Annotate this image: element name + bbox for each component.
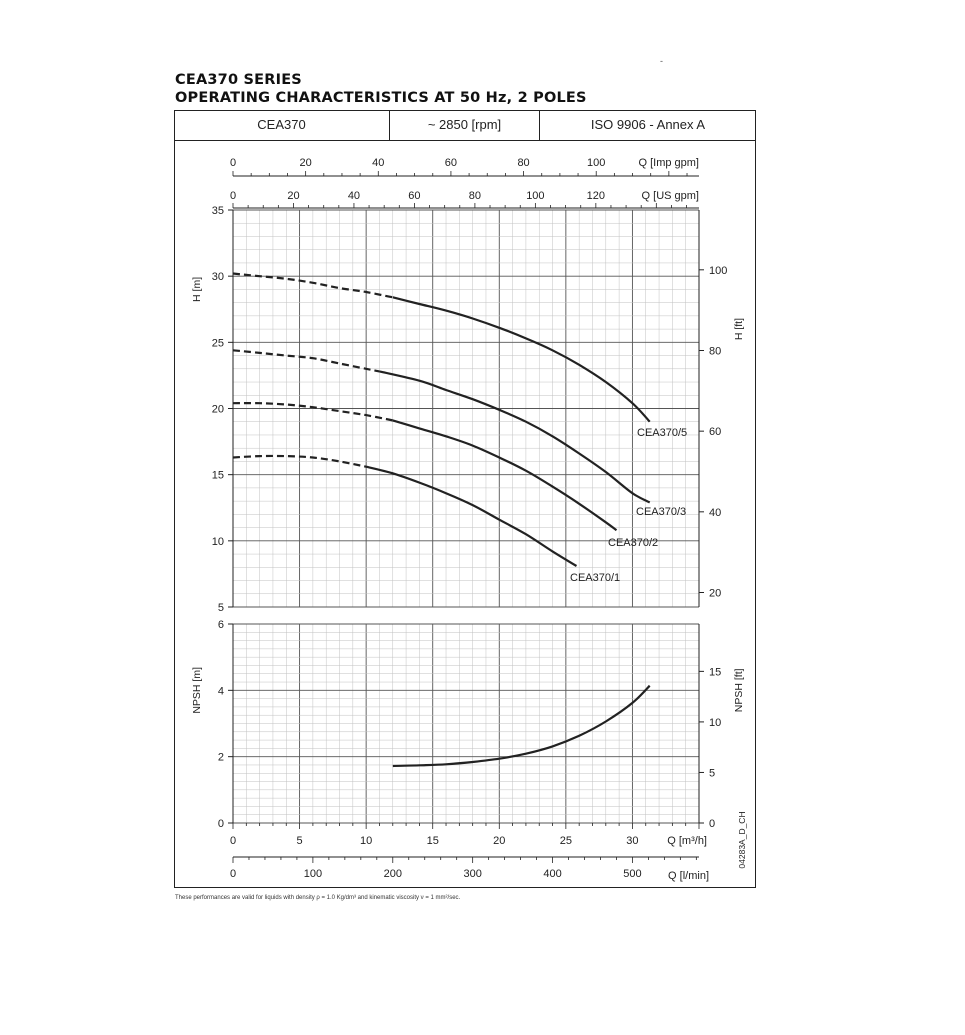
chart-frame <box>174 110 756 888</box>
head-ylabel: H [m] <box>191 277 203 302</box>
npsh-ylabel: NPSH [m] <box>191 667 203 714</box>
head-ft-tick-label: 100 <box>709 265 727 277</box>
model-cell: CEA370 <box>174 110 390 140</box>
curve-cea370-1-dashed <box>232 454 367 468</box>
header-table: CEA370 ~ 2850 [rpm] ISO 9906 - Annex A <box>174 110 756 141</box>
imp-gpm-tick-label: 0 <box>230 157 236 169</box>
npsh-ylabel-right: NPSH [ft] <box>733 668 745 712</box>
imp-gpm-tick-label: 80 <box>517 157 529 169</box>
head-ytick-label: 35 <box>212 205 224 217</box>
us-gpm-tick-label: 60 <box>408 190 420 202</box>
lmin-tick-label: 200 <box>384 868 402 880</box>
m3h-tick-label: 10 <box>360 835 372 847</box>
lmin-tick-label: 400 <box>543 868 561 880</box>
npsh-ft-tick-label: 5 <box>709 767 715 779</box>
m3h-tick-label: 0 <box>230 835 236 847</box>
npsh-ytick-label: 4 <box>218 685 224 697</box>
imp-gpm-axis-label: Q [Imp gpm] <box>638 157 699 169</box>
imp-gpm-tick-label: 60 <box>445 157 457 169</box>
npsh-ytick-label: 2 <box>218 752 224 764</box>
curve-npsh <box>392 684 651 768</box>
curve-cea370-3-dashed <box>232 349 380 373</box>
us-gpm-tick-label: 120 <box>587 190 605 202</box>
standard-cell: ISO 9906 - Annex A <box>590 117 706 132</box>
curve-label-cea370-3: CEA370/3 <box>636 506 686 518</box>
imp-gpm-tick-label: 100 <box>587 157 605 169</box>
head-ft-tick-label: 80 <box>709 345 721 357</box>
corner-mark: - <box>660 56 663 66</box>
npsh-ft-tick-label: 10 <box>709 717 721 729</box>
npsh-ft-tick-label: 0 <box>709 818 715 830</box>
us-gpm-axis-label: Q [US gpm] <box>642 190 699 202</box>
npsh-ytick-label: 6 <box>218 619 224 631</box>
m3h-tick-label: 15 <box>427 835 439 847</box>
lmin-axis-label: Q [l/min] <box>668 870 709 882</box>
lmin-tick-label: 100 <box>304 868 322 880</box>
head-ytick-label: 30 <box>212 271 224 283</box>
head-ft-tick-label: 20 <box>709 587 721 599</box>
curve-cea370-1-solid <box>365 465 578 567</box>
curve-cea370-5-dashed <box>232 272 393 299</box>
curve-label-cea370-5: CEA370/5 <box>637 427 687 439</box>
head-ylabel-right: H [ft] <box>733 318 745 340</box>
npsh-ft-tick-label: 15 <box>709 666 721 678</box>
curve-cea370-3-solid <box>379 370 651 504</box>
m3h-tick-label: 20 <box>493 835 505 847</box>
us-gpm-tick-label: 0 <box>230 190 236 202</box>
head-ft-tick-label: 40 <box>709 507 721 519</box>
head-ft-tick-label: 60 <box>709 426 721 438</box>
footnote: These performances are valid for liquids… <box>175 895 461 901</box>
speed-cell: ~ 2850 [rpm] <box>390 110 540 140</box>
imp-gpm-tick-label: 40 <box>372 157 384 169</box>
curve-label-cea370-1: CEA370/1 <box>570 572 620 584</box>
m3h-axis-label: Q [m³/h] <box>667 835 707 847</box>
us-gpm-tick-label: 100 <box>526 190 544 202</box>
head-ytick-label: 10 <box>212 536 224 548</box>
curve-cea370-2-solid <box>392 419 618 532</box>
head-ytick-label: 20 <box>212 404 224 416</box>
m3h-tick-label: 25 <box>560 835 572 847</box>
us-gpm-tick-label: 40 <box>348 190 360 202</box>
head-ytick-label: 25 <box>212 337 224 349</box>
us-gpm-tick-label: 20 <box>287 190 299 202</box>
drawing-code: 04283A_D_CH <box>737 811 747 868</box>
npsh-ytick-label: 0 <box>218 818 224 830</box>
operating-title: OPERATING CHARACTERISTICS AT 50 Hz, 2 PO… <box>175 90 587 106</box>
head-ytick-label: 5 <box>218 602 224 614</box>
lmin-tick-label: 500 <box>623 868 641 880</box>
imp-gpm-tick-label: 20 <box>300 157 312 169</box>
lmin-tick-label: 300 <box>463 868 481 880</box>
m3h-tick-label: 5 <box>297 835 303 847</box>
m3h-tick-label: 30 <box>626 835 638 847</box>
lmin-tick-label: 0 <box>230 868 236 880</box>
curve-cea370-5-solid <box>392 296 651 423</box>
curve-cea370-2-dashed <box>232 402 394 422</box>
us-gpm-tick-label: 80 <box>469 190 481 202</box>
curve-label-cea370-2: CEA370/2 <box>608 537 658 549</box>
head-ytick-label: 15 <box>212 470 224 482</box>
series-title: CEA370 SERIES <box>175 72 302 88</box>
